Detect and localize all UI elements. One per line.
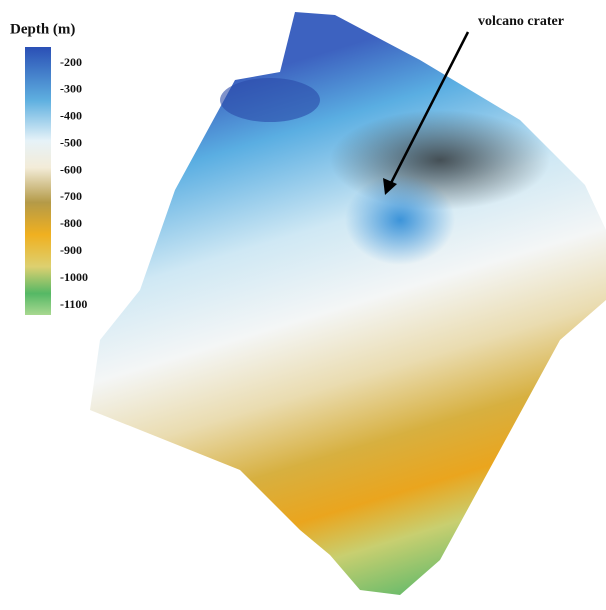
colorbar [25,47,51,315]
terrain [90,12,606,595]
legend-tick-label: -400 [60,109,82,123]
legend-tick-label: -900 [60,243,82,257]
legend-tick-label: -500 [60,135,82,149]
legend-tick-label: -700 [60,189,82,203]
legend-title: Depth (m) [10,21,75,37]
ridge [220,78,320,122]
legend-tick-label: -300 [60,82,82,96]
arrow-head [383,178,397,195]
legend-tick-label: -200 [60,55,82,69]
legend-tick-label: -1000 [60,270,88,284]
crater-summit [345,175,455,265]
legend-tick-label: -1100 [60,297,87,311]
seafloor-surface [90,12,606,595]
legend-tick-label: -800 [60,216,82,230]
legend-tick-label: -600 [60,162,82,176]
arrow [388,31,470,186]
annotation: volcano crater [478,14,564,29]
